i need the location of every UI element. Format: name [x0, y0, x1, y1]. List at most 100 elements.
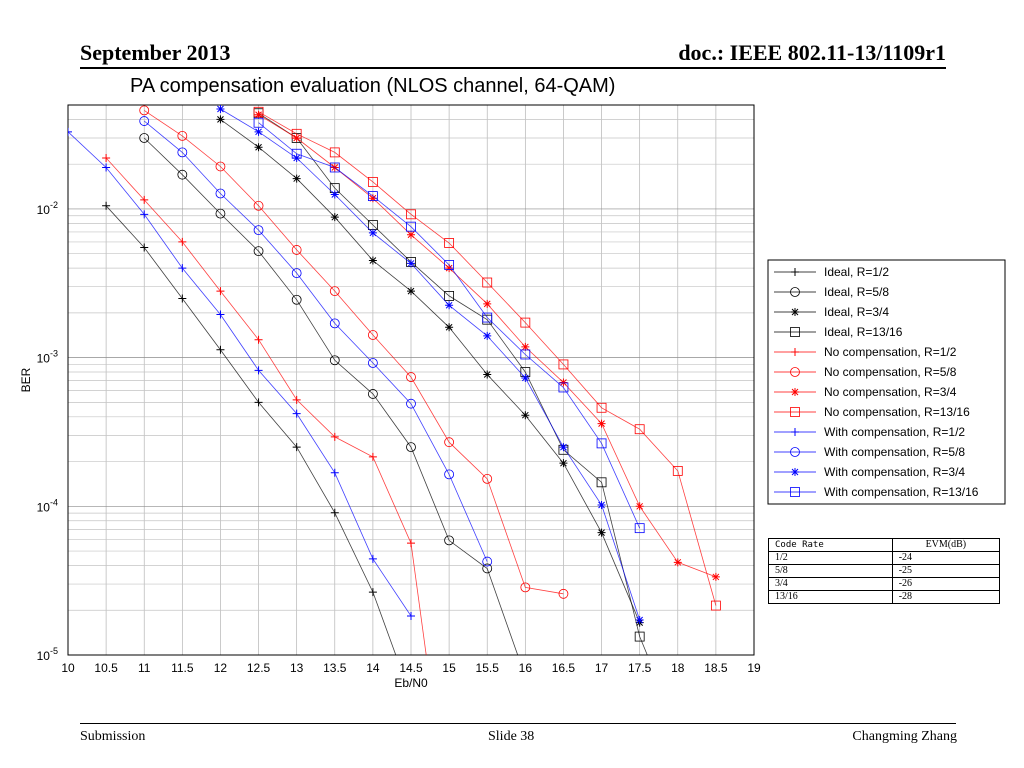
data-point-marker [710, 600, 721, 611]
data-point-marker [330, 432, 339, 441]
data-point-marker [711, 572, 720, 581]
data-point-marker [407, 611, 415, 620]
data-point-marker [254, 335, 263, 344]
data-point-marker [102, 154, 111, 163]
data-point-marker [254, 143, 263, 152]
series-group [253, 108, 648, 655]
data-point-marker [102, 201, 111, 210]
data-point-marker [253, 200, 264, 211]
data-point-marker [291, 268, 302, 279]
data-point-marker [596, 477, 607, 488]
data-point-marker [635, 502, 644, 511]
x-tick-label: 18.5 [704, 661, 728, 675]
data-point-marker [291, 294, 302, 305]
data-point-marker [215, 161, 226, 172]
data-point-marker [330, 468, 339, 477]
data-point-marker [292, 409, 301, 418]
data-point-marker [253, 246, 264, 257]
series-line [258, 122, 641, 529]
x-tick-label: 14.5 [399, 661, 423, 675]
data-point-marker [140, 243, 149, 252]
evm-value-cell: -28 [891, 590, 1001, 604]
legend-marker [790, 407, 800, 417]
data-point-marker [254, 110, 263, 119]
data-point-marker [406, 221, 416, 232]
data-point-marker [292, 443, 301, 452]
data-point-marker [444, 469, 455, 480]
data-point-marker [330, 190, 339, 199]
data-point-marker [253, 225, 264, 236]
x-tick-label: 12 [214, 661, 228, 675]
legend-label: No compensation, R=13/16 [824, 405, 970, 419]
data-point-marker [215, 188, 226, 199]
evm-table-header-code-rate: Code Rate [768, 538, 893, 552]
data-point-marker [216, 287, 225, 296]
y-tick-label: 10-3 [37, 349, 58, 366]
series-line [105, 205, 397, 655]
data-point-marker [216, 115, 225, 124]
y-tick-exponent: -4 [50, 497, 58, 507]
legend-marker [790, 487, 800, 497]
legend-label: No compensation, R=5/8 [824, 365, 957, 379]
series-line [220, 108, 641, 621]
evm-code-rate-cell: 5/8 [768, 564, 893, 578]
y-tick-label: 10-2 [37, 200, 58, 217]
series-group [102, 154, 427, 655]
data-point-marker [520, 349, 531, 360]
data-point-marker [140, 210, 149, 219]
legend-item: With compensation, R=5/8 [774, 445, 965, 459]
data-point-marker [407, 259, 415, 268]
series-line [258, 112, 648, 655]
data-point-marker [558, 359, 569, 370]
data-point-marker [520, 582, 531, 593]
data-point-marker [139, 105, 150, 116]
data-point-marker [444, 437, 455, 448]
legend-item: With compensation, R=3/4 [774, 465, 965, 479]
data-point-marker [559, 443, 568, 452]
data-point-marker [367, 176, 378, 187]
legend-marker [791, 388, 799, 396]
evm-table-header-row: Code Rate EVM(dB) [768, 538, 1001, 552]
evm-table: Code Rate EVM(dB) 1/2 -24 5/8 -25 3/4 -2… [768, 538, 1001, 604]
data-point-marker [482, 312, 493, 323]
data-point-marker [291, 245, 302, 255]
series-group [139, 133, 519, 655]
evm-table-row: 3/4 -26 [768, 577, 1001, 591]
data-point-marker [597, 501, 606, 510]
data-point-marker [368, 452, 377, 461]
data-point-marker [634, 631, 645, 642]
data-point-marker [177, 169, 188, 180]
grid-lines [67, 104, 755, 656]
series-line [105, 157, 427, 655]
data-point-marker [406, 398, 416, 409]
evm-code-rate-cell: 1/2 [768, 551, 893, 565]
data-point-marker [68, 127, 72, 136]
data-point-marker [216, 345, 225, 354]
data-point-marker [216, 310, 225, 319]
data-point-marker [330, 508, 339, 517]
x-tick-label: 10.5 [94, 661, 118, 675]
legend-label: No compensation, R=1/2 [824, 345, 957, 359]
evm-table-row: 5/8 -25 [768, 564, 1001, 578]
data-point-marker [482, 563, 493, 574]
footer-submission: Submission [80, 729, 146, 744]
legend-marker [791, 428, 799, 436]
data-point-marker [407, 287, 415, 296]
data-point-marker [558, 382, 569, 393]
legend-marker [790, 287, 800, 297]
legend-marker [790, 367, 800, 377]
series-line [143, 120, 488, 562]
data-point-marker [597, 528, 606, 537]
data-point-marker [329, 162, 340, 173]
footer-slide-number: Slide 38 [488, 729, 535, 744]
x-tick-label: 12.5 [247, 661, 271, 675]
x-tick-label: 16.5 [552, 661, 576, 675]
x-tick-label: 17.5 [628, 661, 652, 675]
data-point-marker [520, 317, 531, 328]
legend-item: No compensation, R=5/8 [774, 365, 957, 379]
data-point-marker [596, 402, 607, 413]
header-date: September 2013 [80, 40, 231, 65]
plot-area [68, 105, 721, 655]
data-point-marker [140, 195, 149, 204]
